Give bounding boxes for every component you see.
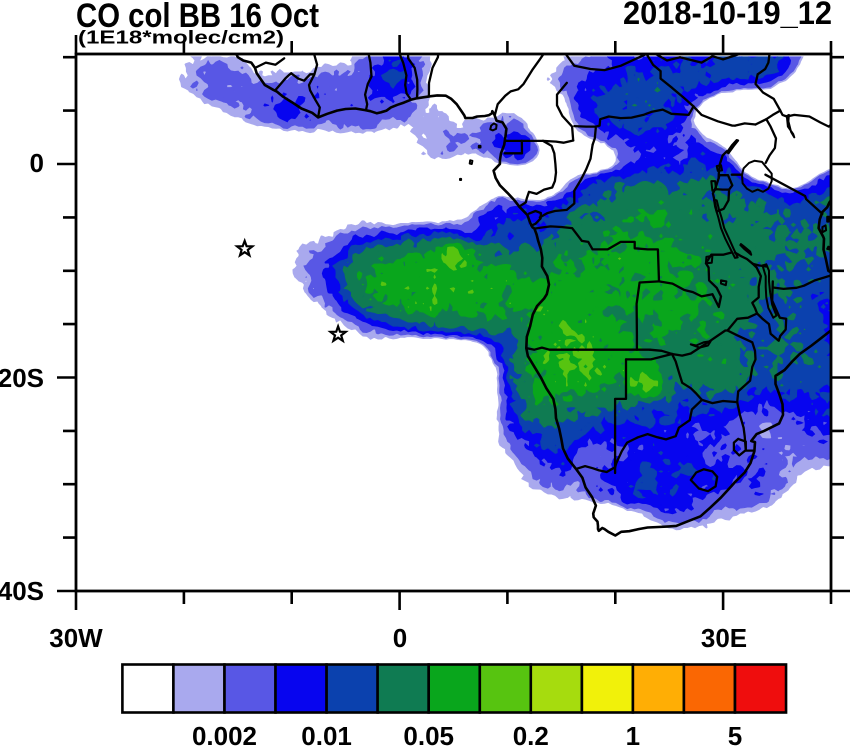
svg-text:0.002: 0.002 [192, 721, 257, 747]
svg-text:CO col BB 16 Oct: CO col BB 16 Oct [76, 0, 319, 35]
svg-text:0: 0 [393, 623, 407, 653]
svg-text:0.05: 0.05 [403, 721, 454, 747]
svg-text:40S: 40S [0, 576, 44, 606]
svg-text:5: 5 [728, 721, 742, 747]
svg-text:2018-10-19_12: 2018-10-19_12 [623, 0, 832, 31]
svg-text:0: 0 [30, 148, 44, 178]
svg-text:0.01: 0.01 [301, 721, 352, 747]
svg-text:30W: 30W [49, 623, 103, 653]
svg-text:30E: 30E [701, 623, 747, 653]
svg-text:20S: 20S [0, 363, 44, 393]
svg-text:(1E18*molec/cm2): (1E18*molec/cm2) [78, 28, 284, 48]
svg-text:1: 1 [626, 721, 640, 747]
svg-text:0.2: 0.2 [513, 721, 549, 747]
